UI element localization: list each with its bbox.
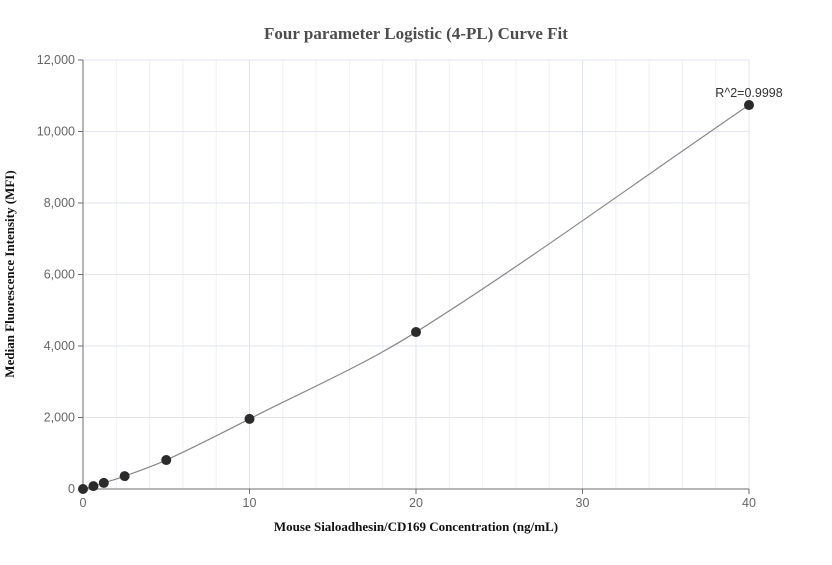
data-point xyxy=(119,471,130,482)
data-point xyxy=(744,100,754,111)
y-tick-label: 2,000 xyxy=(44,411,75,425)
data-points xyxy=(78,100,754,494)
y-tick-label: 4,000 xyxy=(44,339,75,353)
y-tick-label: 8,000 xyxy=(44,196,75,210)
y-tick-label: 6,000 xyxy=(44,268,75,282)
tick-labels: 0 2,000 4,000 6,000 8,000 10,000 12,000 0 10 20 30… xyxy=(37,53,756,510)
axes xyxy=(78,59,750,494)
y-axis-title: Median Fluorescence Intensity (MFI) xyxy=(2,170,17,377)
x-tick-label: 40 xyxy=(742,496,756,510)
y-tick-label: 10,000 xyxy=(37,125,75,139)
x-tick-label: 20 xyxy=(409,496,423,510)
data-point xyxy=(78,484,88,494)
data-point xyxy=(98,477,109,488)
chart-title: Four parameter Logistic (4-PL) Curve Fit xyxy=(264,24,568,43)
fit-curve xyxy=(82,104,750,490)
x-tick-label: 30 xyxy=(576,496,590,510)
x-tick-label: 10 xyxy=(243,496,257,510)
data-point xyxy=(411,327,421,338)
x-tick-label: 0 xyxy=(80,496,87,510)
y-tick-label: 12,000 xyxy=(37,53,75,67)
x-axis-title: Mouse Sialoadhesin/CD169 Concentration (… xyxy=(274,519,558,534)
r-squared-annotation: R^2=0.9998 xyxy=(715,86,782,100)
gridlines xyxy=(82,59,750,490)
data-point xyxy=(244,413,255,424)
y-tick-label: 0 xyxy=(68,482,75,496)
data-point xyxy=(88,481,99,492)
data-point xyxy=(161,455,172,466)
